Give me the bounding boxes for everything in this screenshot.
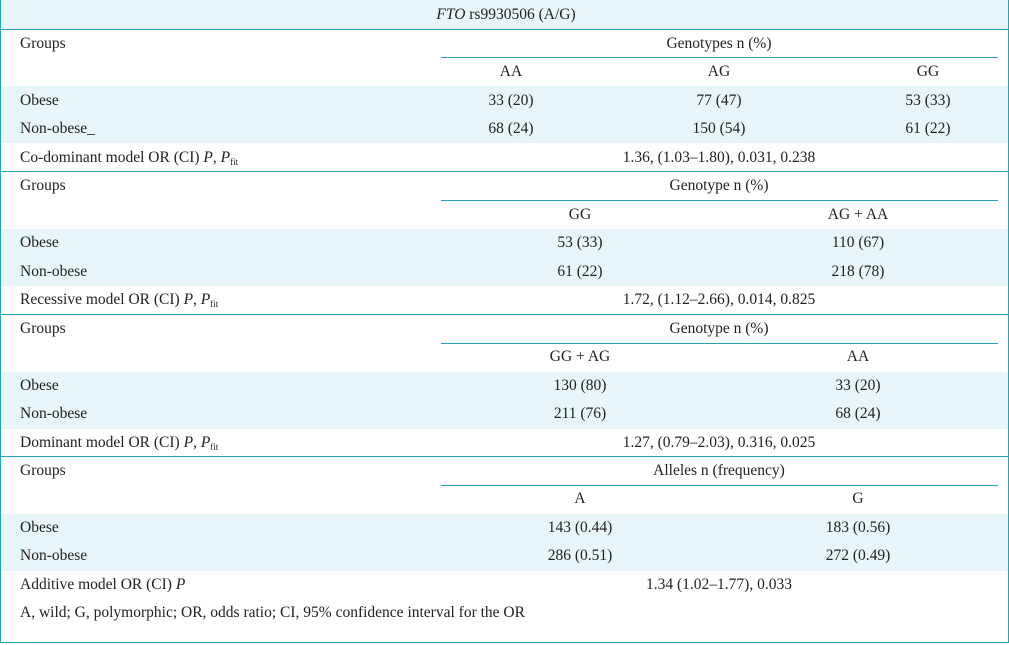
gene-name: FTO [436, 6, 466, 23]
section3-data-band [1, 372, 1008, 429]
table-cell: 218 (78) [831, 263, 885, 280]
section1-data-band [1, 86, 1008, 143]
model-value: 1.72, (1.12–2.66), 0.014, 0.825 [622, 291, 816, 308]
table-cell: 286 (0.51) [547, 547, 613, 564]
section1-model-band [1, 143, 1008, 172]
table-cell: 53 (33) [557, 234, 603, 251]
row-label: Non-obese [20, 263, 88, 280]
model-value: 1.36, (1.03–1.80), 0.031, 0.238 [622, 149, 816, 166]
comma: , [193, 291, 197, 308]
groups-label: Groups [20, 177, 66, 194]
p-symbol: P [183, 434, 194, 451]
row-label: Obese [20, 519, 59, 536]
model-value: 1.34 (1.02–1.77), 0.033 [646, 576, 792, 593]
model-value: 1.27, (0.79–2.03), 0.316, 0.025 [622, 434, 816, 451]
table-cell: 110 (67) [831, 234, 885, 251]
row-label: Non-obese [20, 405, 88, 422]
column-header: AG + AA [827, 206, 889, 223]
table-footnote: A, wild; G, polymorphic; OR, odds ratio;… [20, 604, 525, 621]
section4-data-band [1, 514, 1008, 571]
model-label: Recessive model OR (CI) P, Pfit [20, 291, 218, 313]
row-label: Non-obese_ [20, 120, 95, 137]
p-fit-subscript: fit [210, 442, 219, 452]
p-symbol: P [183, 291, 194, 308]
groups-label: Groups [20, 320, 66, 337]
p-fit-symbol: P [200, 434, 211, 451]
table-cell: 33 (20) [488, 92, 534, 109]
p-fit-subscript: fit [210, 299, 219, 309]
model-label-text: Dominant model OR (CI) [20, 434, 180, 451]
groups-label: Groups [20, 462, 66, 479]
row-label: Obese [20, 92, 59, 109]
section-header: Genotypes n (%) [666, 35, 772, 52]
table-cell: 61 (22) [557, 263, 603, 280]
section2-model-band [1, 286, 1008, 315]
column-header: GG [568, 206, 592, 223]
table-cell: 33 (20) [835, 377, 881, 394]
table-title: FTO rs9930506 (A/G) [436, 6, 575, 24]
comma: , [212, 149, 217, 166]
model-label-text: Additive model OR (CI) [20, 576, 172, 593]
table-title-band [1, 0, 1008, 29]
section3-model-band [1, 429, 1008, 457]
rule-section2-subheader [441, 200, 998, 201]
p-fit-symbol: P [200, 291, 211, 308]
rule-title [1, 29, 1008, 30]
rule-section2-end [1, 314, 1008, 315]
table-cell: 77 (47) [696, 92, 742, 109]
model-label: Dominant model OR (CI) P, Pfit [20, 434, 218, 456]
column-header: AG [707, 63, 731, 80]
model-label-text: Recessive model OR (CI) [20, 291, 180, 308]
column-header: GG + AG [549, 348, 611, 365]
column-header: G [852, 490, 864, 507]
section-header: Alleles n (frequency) [653, 462, 785, 479]
table-cell: 61 (22) [905, 120, 951, 137]
rule-section3-subheader [441, 343, 998, 344]
row-label: Obese [20, 234, 59, 251]
table-cell: 53 (33) [905, 92, 951, 109]
rule-section3-end [1, 456, 1008, 457]
table-cell: 68 (24) [835, 405, 881, 422]
p-fit-subscript: fit [230, 157, 239, 167]
table-cell: 68 (24) [488, 120, 534, 137]
table-cell: 183 (0.56) [825, 519, 891, 536]
section2-data-band [1, 229, 1008, 286]
row-label: Obese [20, 377, 59, 394]
model-label: Co-dominant model OR (CI) P, Pfit [20, 149, 238, 171]
row-label: Non-obese [20, 547, 88, 564]
comma: , [193, 434, 197, 451]
p-fit-symbol: P [220, 149, 231, 166]
section-header: Genotype n (%) [669, 177, 769, 194]
rule-section1-end [1, 171, 1008, 172]
footer-band [1, 571, 1008, 642]
column-header: A [574, 490, 586, 507]
rule-section1-subheader [441, 57, 998, 58]
table-cell: 143 (0.44) [547, 519, 613, 536]
table-cell: 272 (0.49) [825, 547, 891, 564]
p-symbol: P [175, 576, 186, 593]
column-header: GG [916, 63, 940, 80]
p-symbol: P [203, 149, 213, 166]
snp-id: rs9930506 (A/G) [465, 6, 576, 23]
rule-section4-subheader [441, 485, 998, 486]
column-header: AA [499, 63, 523, 80]
model-label: Additive model OR (CI) P [20, 576, 185, 594]
column-header: AA [846, 348, 870, 365]
model-label-text: Co-dominant model OR (CI) [20, 149, 200, 166]
groups-label: Groups [20, 35, 66, 52]
table-cell: 150 (54) [692, 120, 746, 137]
section-header: Genotype n (%) [669, 320, 769, 337]
table-cell: 211 (76) [553, 405, 607, 422]
table-cell: 130 (80) [553, 377, 607, 394]
